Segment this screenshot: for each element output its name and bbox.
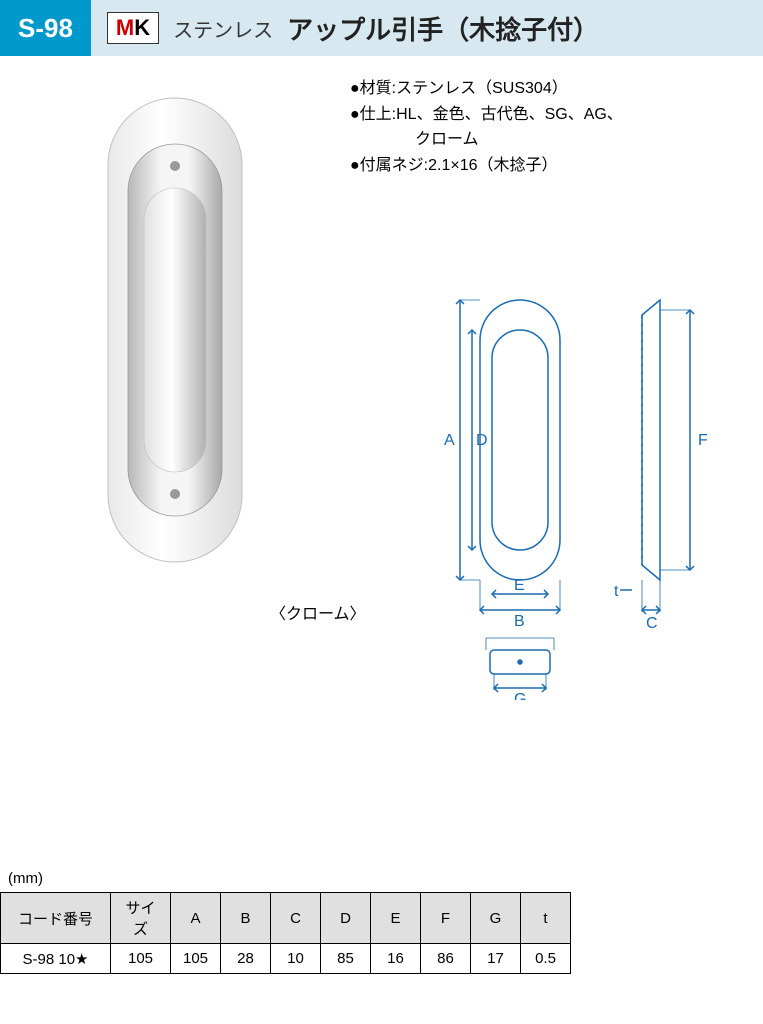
spec-table: コード番号 サイズ A B C D E F G t S-98 10★ 105 1…	[0, 892, 571, 974]
td-d: 85	[321, 944, 371, 974]
spec-line: 付属ネジ:2.1×16（木捻子）	[350, 153, 623, 179]
product-code-badge: S-98	[0, 0, 91, 56]
dim-label-f: F	[698, 432, 708, 449]
product-image	[100, 90, 250, 570]
brand-k: K	[134, 15, 150, 40]
brand-m: M	[116, 15, 134, 40]
spec-line: 仕上:HL、金色、古代色、SG、AG、	[350, 102, 623, 128]
image-caption: 〈クローム〉	[270, 600, 366, 624]
unit-label: (mm)	[8, 870, 43, 887]
dim-label-b: B	[514, 613, 525, 630]
th-t: t	[521, 893, 571, 944]
technical-drawing: A D B E F t C G	[420, 280, 740, 700]
td-size: 105	[111, 944, 171, 974]
th-b: B	[221, 893, 271, 944]
th-e: E	[371, 893, 421, 944]
dim-label-t: t	[614, 583, 619, 600]
brand-logo: MK	[107, 12, 159, 44]
td-t: 0.5	[521, 944, 571, 974]
table-header-row: コード番号 サイズ A B C D E F G t	[1, 893, 571, 944]
spec-line: 材質:ステンレス（SUS304）	[350, 76, 623, 102]
td-g: 17	[471, 944, 521, 974]
dim-label-g: G	[514, 691, 526, 700]
table-row: S-98 10★ 105 105 28 10 85 16 86 17 0.5	[1, 944, 571, 974]
spec-list: 材質:ステンレス（SUS304） 仕上:HL、金色、古代色、SG、AG、 クロー…	[350, 76, 623, 178]
td-f: 86	[421, 944, 471, 974]
th-f: F	[421, 893, 471, 944]
dim-label-c: C	[646, 615, 658, 632]
th-d: D	[321, 893, 371, 944]
material-label: ステンレス	[173, 14, 273, 43]
th-a: A	[171, 893, 221, 944]
dim-label-e: E	[514, 577, 525, 594]
product-title: アップル引手（木捻子付）	[287, 10, 599, 47]
dim-label-d: D	[476, 432, 488, 449]
dim-label-a: A	[444, 432, 455, 449]
td-code: S-98 10★	[1, 944, 111, 974]
th-g: G	[471, 893, 521, 944]
td-c: 10	[271, 944, 321, 974]
td-e: 16	[371, 944, 421, 974]
title-bar: MK ステンレス アップル引手（木捻子付）	[91, 0, 763, 56]
spec-line-cont: クローム	[350, 127, 623, 153]
header: S-98 MK ステンレス アップル引手（木捻子付）	[0, 0, 763, 56]
td-b: 28	[221, 944, 271, 974]
td-a: 105	[171, 944, 221, 974]
th-code: コード番号	[1, 893, 111, 944]
th-c: C	[271, 893, 321, 944]
th-size: サイズ	[111, 893, 171, 944]
